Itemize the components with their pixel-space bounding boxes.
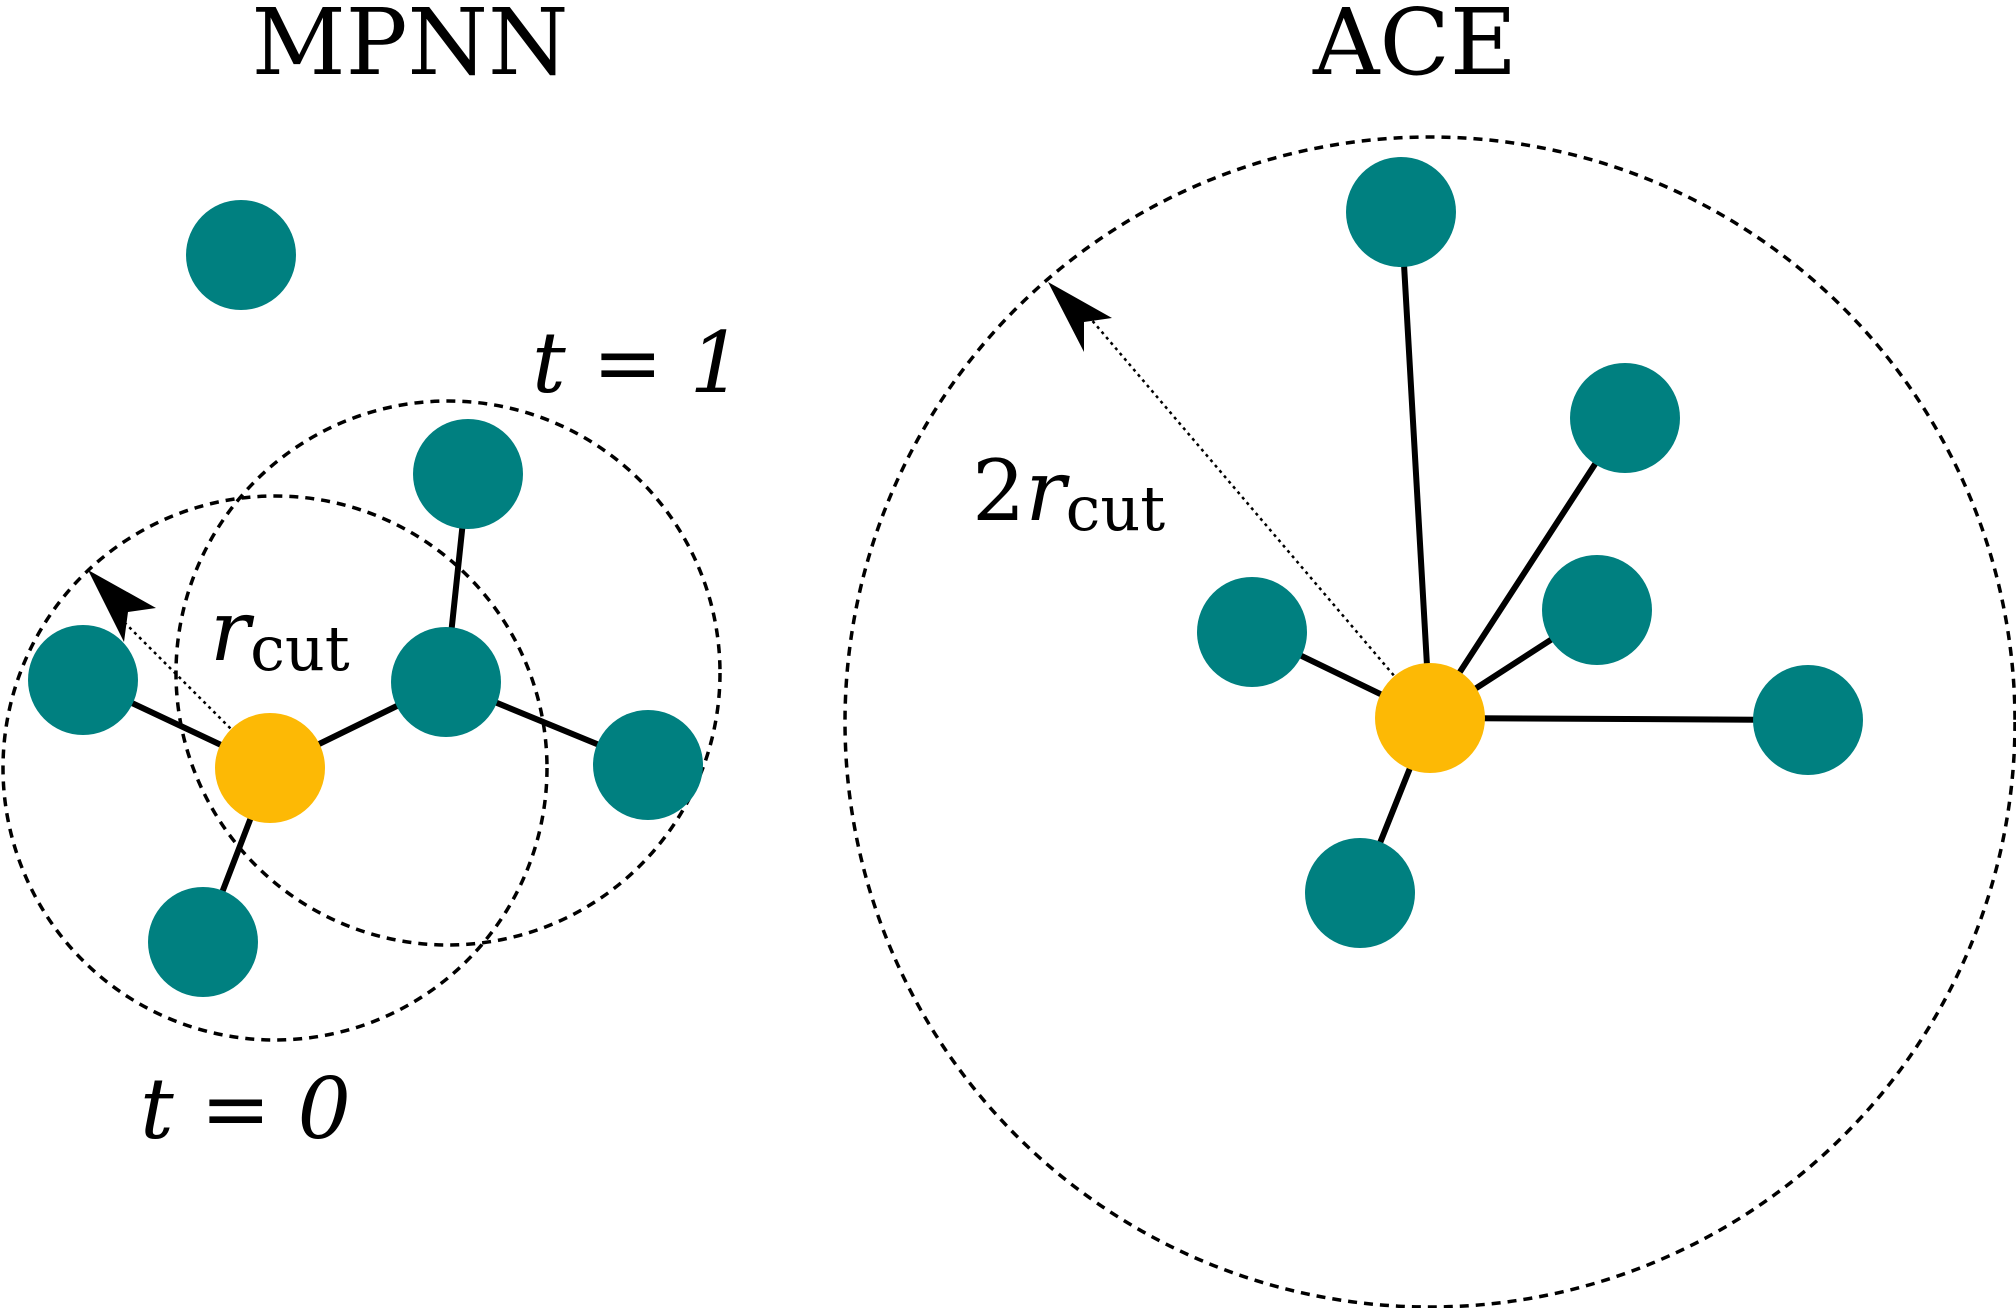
mpnn-neighbor-atom [28, 625, 138, 735]
ace-neighbor-atom [1542, 555, 1652, 665]
mpnn-center-atom [215, 713, 325, 823]
ace-neighbor-atom [1346, 157, 1456, 267]
ace-bonds [1249, 209, 1811, 896]
ace-radius-subscript: cut [1066, 472, 1166, 545]
ace-neighbor-atom [1305, 838, 1415, 948]
ace-neighbor-atom [1753, 665, 1863, 775]
mpnn-neighbor-atom [391, 627, 501, 737]
ace-radius-prefix: 2 [972, 442, 1025, 540]
mpnn-panel: MPNN t = 1 t = 0 rcut [1, 0, 743, 1158]
mpnn-neighbor-atom [186, 200, 296, 310]
mpnn-t1-label: t = 1 [532, 314, 743, 412]
mpnn-neighbor-atom [593, 710, 703, 820]
ace-bond [1398, 209, 1433, 721]
mpnn-cutoff-circle-t0 [1, 494, 549, 1042]
ace-cutoff-circle [843, 135, 2016, 1308]
ace-bond [1427, 415, 1628, 721]
mpnn-neighbor-atom [148, 887, 258, 997]
ace-radius-arrow [1048, 282, 1431, 719]
mpnn-radius-label: rcut [210, 582, 350, 685]
mpnn-title: MPNN [251, 0, 568, 96]
ace-neighbor-atom [1570, 363, 1680, 473]
ace-panel: ACE 2rcut [843, 0, 2016, 1308]
mpnn-neighbor-atom [413, 419, 523, 529]
ace-radius-symbol: r [1025, 442, 1070, 540]
mpnn-bonds [80, 471, 651, 945]
mpnn-radius-symbol: r [210, 582, 255, 680]
ace-radius-label: 2rcut [972, 442, 1165, 545]
ace-bond [1427, 715, 1811, 723]
ace-title: ACE [1312, 0, 1517, 96]
ace-neighbor-atom [1197, 577, 1307, 687]
ace-center-atom [1375, 663, 1485, 773]
mpnn-t0-label: t = 0 [140, 1060, 351, 1158]
mpnn-radius-subscript: cut [250, 612, 350, 685]
